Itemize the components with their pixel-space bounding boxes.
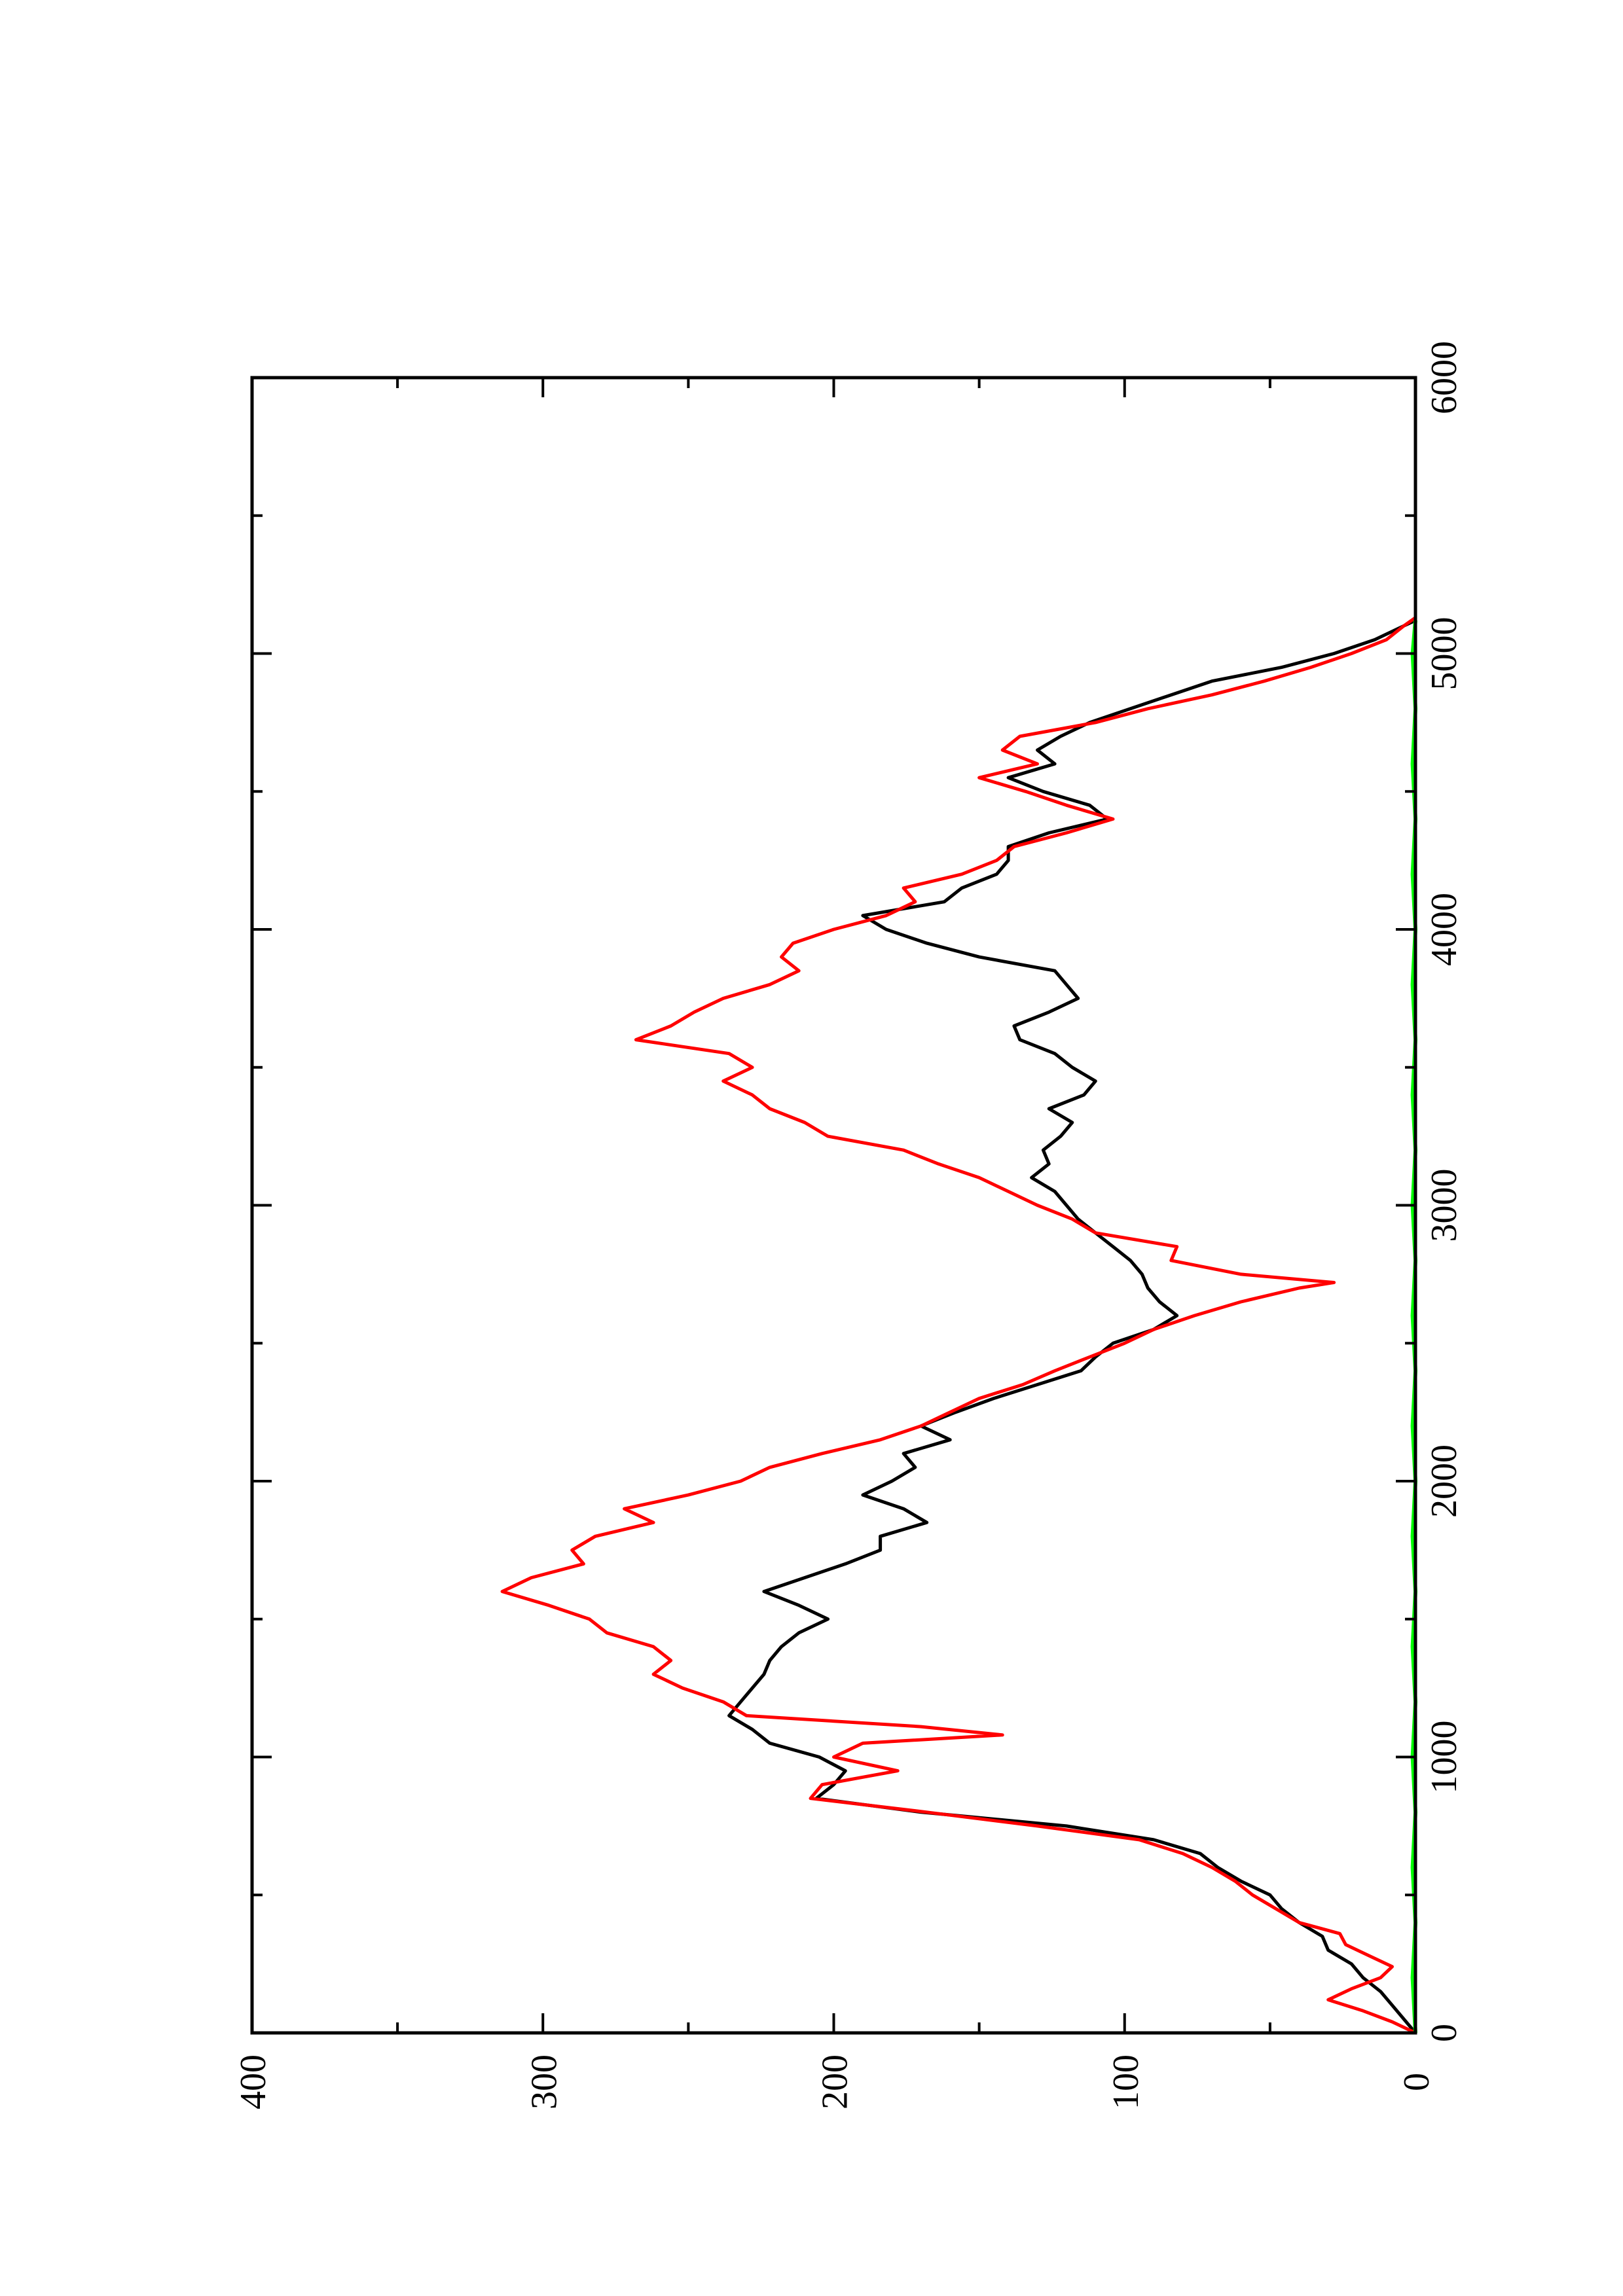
series-line-1 <box>727 619 1417 2034</box>
plot-frame <box>250 376 1417 2035</box>
x-tick-label: 4000 <box>1424 893 1465 966</box>
y-tick-label: 0 <box>1396 2073 1437 2091</box>
y-tick-label: 400 <box>233 2054 274 2109</box>
x-tick-label: 6000 <box>1424 341 1465 414</box>
x-tick-label: 1000 <box>1424 1721 1465 1794</box>
tick-label-layer: 0 1000 2000 3000 4000 5000 6000 0 100 200 300 400 <box>233 341 1465 2109</box>
x-tick-label: 2000 <box>1424 1444 1465 1518</box>
series-line-2 <box>500 616 1417 2035</box>
x-tick-label: 0 <box>1424 2024 1465 2042</box>
y-tick-label: 300 <box>524 2054 564 2109</box>
y-tick-label: 100 <box>1106 2054 1146 2109</box>
x-tick-label: 5000 <box>1424 617 1465 691</box>
x-tick-label: 3000 <box>1424 1169 1465 1242</box>
y-tick-label: 200 <box>815 2054 856 2109</box>
